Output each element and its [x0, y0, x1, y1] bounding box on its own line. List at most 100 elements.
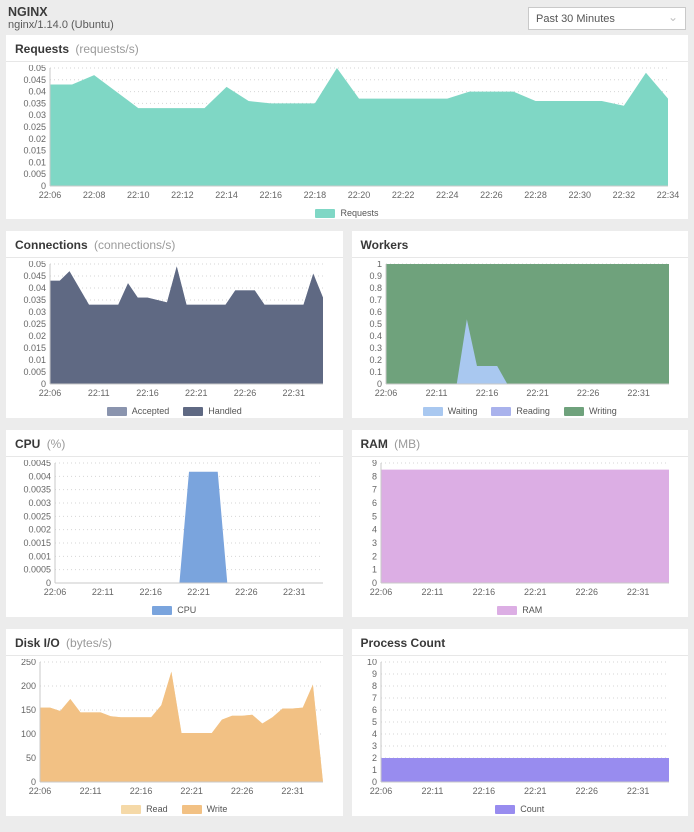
legend-item: Read: [121, 804, 168, 814]
legend-swatch: [497, 605, 518, 615]
requests-legend: Requests: [15, 208, 679, 220]
x-tick-label: 22:21: [524, 587, 547, 597]
connections-chart: 0.05 0.045 0.04 0.035 0.03 0.025 0.02 0.015 0.01…: [15, 259, 334, 418]
time-range-value: Past 30 Minutes: [536, 12, 615, 25]
y-tick-label: 200: [21, 681, 36, 691]
legend-label: Read: [146, 804, 168, 814]
row-disk-process: Disk I/O (bytes/s) 250 200 150 100 50 0 22:06 2…: [6, 629, 688, 816]
legend-label: Writing: [588, 406, 617, 416]
row-cpu-ram: CPU (%) 0.0045 0.004 0.0035 0.003 0.0025 0.00…: [6, 430, 688, 617]
x-tick-label: 22:06: [369, 587, 392, 597]
process-count-chart: 10 9 8 7 6 5 4 3 2 1 0 22:06 22:11 22:16 22:21 22:26 22:…: [361, 657, 680, 816]
x-tick-label: 22:14: [215, 190, 238, 200]
disk-io-card: Disk I/O (bytes/s) 250 200 150 100 50 0 22:06 2…: [6, 629, 343, 816]
y-tick-label: 0.005: [23, 169, 46, 179]
x-tick-label: 22:26: [575, 786, 598, 796]
y-tick-label: 8: [371, 681, 376, 691]
legend-label: Waiting: [447, 406, 478, 416]
x-tick-label: 22:34: [657, 190, 679, 200]
chart-unit: (%): [46, 437, 66, 451]
workers-chart: 1 0.9 0.8 0.7 0.6 0.5 0.4 0.3 0.2 0.1 0 22:06 22:11 2…: [361, 259, 680, 418]
ram-chart-canvas: 9 8 7 6 5 4 3 2 1 022:06 22:11 22:16 22:21 22:26 22:31: [369, 458, 669, 597]
y-tick-label: 2: [371, 753, 376, 763]
ram-chart: 9 8 7 6 5 4 3 2 1 0 22:06 22:11 22:16 22:21 22:26 22:31…: [361, 458, 680, 617]
legend-swatch: [491, 406, 512, 416]
divider: [6, 257, 343, 258]
legend-swatch: [121, 804, 142, 814]
y-tick-label: 1: [371, 765, 376, 775]
chart-title: Connections: [15, 238, 88, 252]
legend-item: Write: [181, 804, 228, 814]
x-tick-label: 22:31: [627, 388, 650, 398]
y-tick-label: 50: [26, 753, 36, 763]
card-title: Disk I/O (bytes/s): [15, 636, 334, 651]
legend-item: CPU: [152, 605, 196, 615]
x-tick-label: 22:26: [231, 786, 254, 796]
y-tick-label: 3: [371, 538, 376, 548]
legend-item: Handled: [183, 406, 242, 416]
y-tick-label: 0.004: [28, 471, 51, 481]
x-tick-label: 22:31: [283, 587, 306, 597]
y-tick-label: 7: [371, 485, 376, 495]
disk-io-chart-canvas: 250 200 150 100 50 022:06 22:11 22:16 22:21 22:26…: [21, 657, 323, 796]
y-tick-label: 0.0015: [23, 538, 51, 548]
y-tick-label: 0.025: [23, 319, 46, 329]
legend-swatch: [495, 804, 516, 814]
y-tick-label: 0.025: [23, 122, 46, 132]
legend-swatch: [152, 605, 173, 615]
legend-swatch: [106, 406, 127, 416]
app-header: NGINX nginx/1.14.0 (Ubuntu): [8, 5, 114, 32]
x-tick-label: 22:21: [187, 587, 210, 597]
card-title: Requests (requests/s): [15, 42, 679, 57]
legend-swatch: [563, 406, 584, 416]
legend-label: Count: [520, 804, 545, 814]
y-tick-label: 0.2: [369, 355, 382, 365]
chart-title: Workers: [360, 238, 409, 252]
legend-item: RAM: [497, 605, 542, 615]
divider: [351, 655, 688, 656]
connections-card: Connections (connections/s) 0.05 0.045 0.0…: [6, 231, 343, 418]
x-tick-label: 22:26: [480, 190, 503, 200]
y-tick-label: 0.7: [369, 295, 382, 305]
y-tick-label: 0.002: [28, 525, 51, 535]
x-tick-label: 22:11: [421, 587, 443, 597]
x-tick-label: 22:21: [524, 786, 547, 796]
chart-title: CPU: [15, 437, 41, 451]
x-tick-label: 22:06: [374, 388, 397, 398]
y-tick-label: 1: [376, 261, 381, 269]
legend-item: Writing: [563, 406, 617, 416]
time-range-select[interactable]: Past 30 Minutes ⌄: [528, 7, 686, 30]
y-tick-label: 0.4: [369, 331, 382, 341]
y-tick-label: 0.03: [28, 307, 46, 317]
y-tick-label: 0.045: [23, 75, 46, 85]
legend-label: Write: [206, 804, 228, 814]
disk-io-legend: Read Write: [15, 804, 334, 816]
divider: [6, 456, 343, 457]
x-tick-label: 22:06: [369, 786, 392, 796]
requests-chart-canvas: 0.05 0.045 0.040.035 0.03 0.025 0.02 0.0150.01…: [23, 63, 679, 200]
x-tick-label: 22:11: [421, 786, 443, 796]
y-tick-label: 0.0025: [23, 511, 51, 521]
x-tick-label: 22:16: [259, 190, 282, 200]
x-tick-label: 22:21: [185, 388, 208, 398]
card-title: Workers: [361, 238, 680, 253]
y-tick-label: 6: [371, 498, 376, 508]
x-tick-label: 22:28: [524, 190, 547, 200]
y-tick-label: 7: [371, 693, 376, 703]
process-count-series-count: [380, 758, 669, 782]
x-tick-label: 22:21: [180, 786, 203, 796]
x-tick-label: 22:16: [475, 388, 498, 398]
x-tick-label: 22:21: [526, 388, 549, 398]
x-tick-label: 22:16: [136, 388, 159, 398]
connections-series-handled: [50, 266, 323, 384]
legend-item: Waiting: [422, 406, 478, 416]
chart-unit: (MB): [394, 437, 421, 451]
y-tick-label: 0.035: [23, 98, 46, 108]
y-tick-label: 10: [366, 659, 376, 667]
legend-swatch: [422, 406, 443, 416]
legend-swatch: [183, 406, 204, 416]
x-tick-label: 22:11: [92, 587, 114, 597]
y-tick-label: 0.01: [28, 157, 46, 167]
x-tick-label: 22:11: [80, 786, 102, 796]
